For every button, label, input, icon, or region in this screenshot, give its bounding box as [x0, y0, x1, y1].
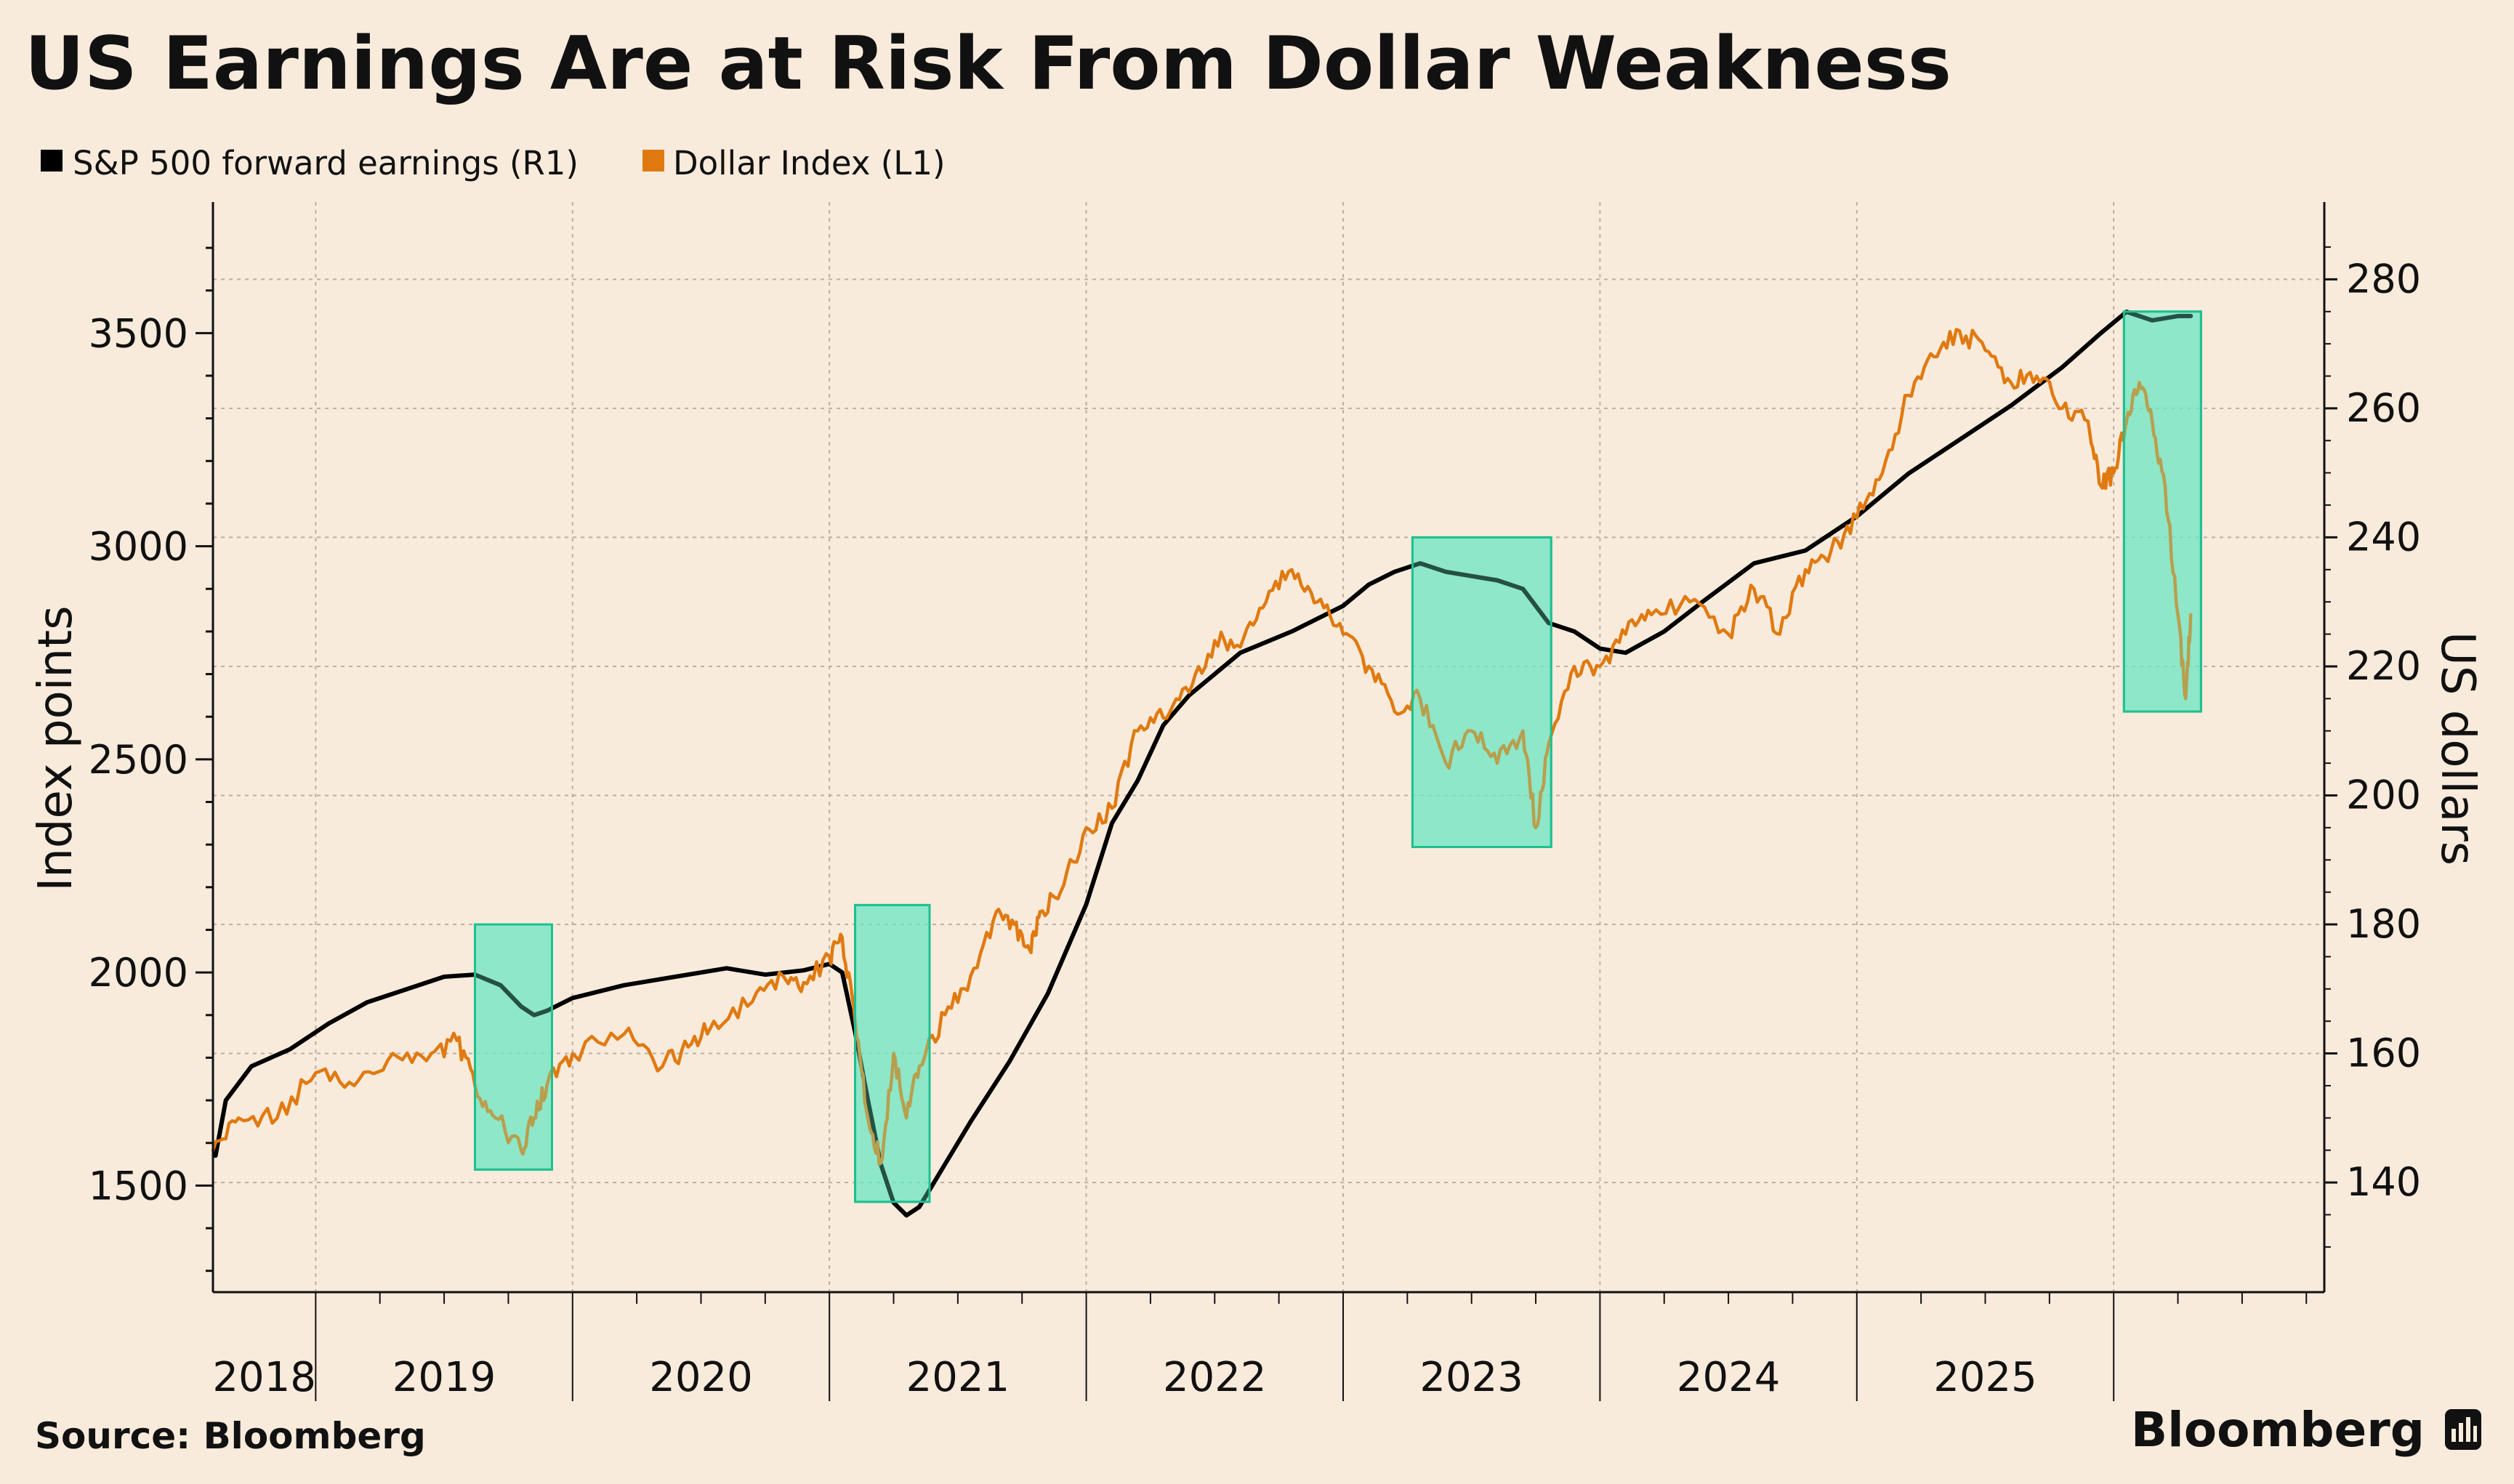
left-tick-label: 2500: [89, 737, 188, 783]
left-tick-label: 2000: [89, 950, 188, 996]
chart-title: US Earnings Are at Risk From Dollar Weak…: [25, 20, 1951, 106]
series-layer: [211, 310, 2202, 1218]
year-label: 2021: [906, 1354, 1010, 1401]
right-tick-label: 140: [2346, 1159, 2421, 1205]
right-tick-label: 280: [2346, 256, 2421, 302]
highlight-overlay: [2122, 310, 2202, 713]
year-label: 2024: [1677, 1354, 1781, 1401]
year-label: 2019: [392, 1354, 496, 1401]
left-tick-label: 3000: [89, 524, 188, 570]
legend-label-dollar: Dollar Index (L1): [673, 144, 946, 182]
sp500-earnings-line: [213, 310, 2193, 1218]
right-tick-label: 160: [2346, 1031, 2421, 1076]
right-tick-label: 180: [2346, 901, 2421, 947]
brand-name: Bloomberg: [2131, 1402, 2425, 1458]
highlight-overlay: [854, 903, 931, 1203]
axis-layer: 140 160 180 200 220 240 260 280 1500 2000 2500 3000…: [89, 202, 2421, 1401]
highlight-layer: [473, 310, 2202, 1203]
legend: S&P 500 forward earnings (R1) Dollar Ind…: [41, 144, 946, 182]
right-tick-label: 240: [2346, 514, 2421, 560]
highlight-overlay: [1411, 536, 1552, 848]
year-label: 2023: [1419, 1354, 1523, 1401]
right-axis-label: US dollars: [2430, 632, 2484, 866]
legend-swatch-dollar: [642, 150, 664, 172]
year-label: 2022: [1163, 1354, 1267, 1401]
right-tick-label: 200: [2346, 772, 2421, 818]
left-axis-label: Index points: [29, 605, 83, 891]
dollar-index-line: [211, 328, 2193, 1166]
bloomberg-terminal-icon: [2445, 1409, 2481, 1450]
legend-label-sp500: S&P 500 forward earnings (R1): [73, 144, 579, 182]
year-label: 2018: [212, 1354, 316, 1401]
left-tick-label: 3500: [89, 310, 188, 356]
right-tick-label: 260: [2346, 385, 2421, 431]
right-tick-label: 220: [2346, 643, 2421, 689]
left-tick-label: 1500: [89, 1163, 188, 1209]
year-label: 2020: [649, 1354, 753, 1401]
year-label: 2025: [1933, 1354, 2037, 1401]
legend-swatch-sp500: [41, 150, 63, 172]
highlight-overlay: [473, 923, 553, 1171]
grid-layer: [213, 202, 2324, 1292]
bloomberg-logo: Bloomberg: [2131, 1402, 2481, 1458]
source-text: Source: Bloomberg: [35, 1415, 426, 1457]
